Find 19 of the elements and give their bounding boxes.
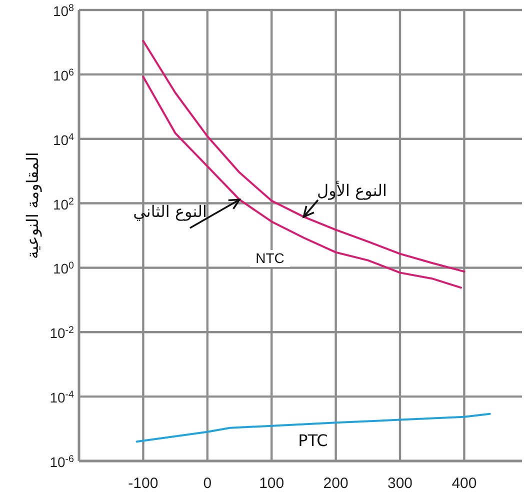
series-label: النوع الأول <box>317 180 387 200</box>
y-tick-label: 10$^{-6}$ <box>50 454 75 470</box>
y-tick-label: 10$^{2}$ <box>52 196 74 212</box>
x-tick-label: 100 <box>259 475 284 492</box>
x-tick-label: 400 <box>452 475 477 492</box>
y-tick-label: 10$^{6}$ <box>52 66 75 84</box>
series-label: النوع الثاني <box>133 202 207 221</box>
x-tick-label: 200 <box>323 475 348 492</box>
y-tick-label: 10$^{4}$ <box>52 131 75 148</box>
y-tick-label: 10$^{-4}$ <box>50 389 75 406</box>
y-tick-label: 10$^{0}$ <box>52 260 75 277</box>
y-tick-label: 10$^{8}$ <box>52 2 75 19</box>
x-tick-label: 0 <box>203 475 212 492</box>
y-axis-title: المقاومة النوعية <box>23 152 42 259</box>
annotation: NTC <box>256 250 284 266</box>
series-label: PTC <box>298 431 328 450</box>
x-tick-label: 300 <box>388 475 413 492</box>
x-tick-label: -100 <box>128 475 158 492</box>
y-tick-label: 10$^{-2}$ <box>50 324 74 342</box>
